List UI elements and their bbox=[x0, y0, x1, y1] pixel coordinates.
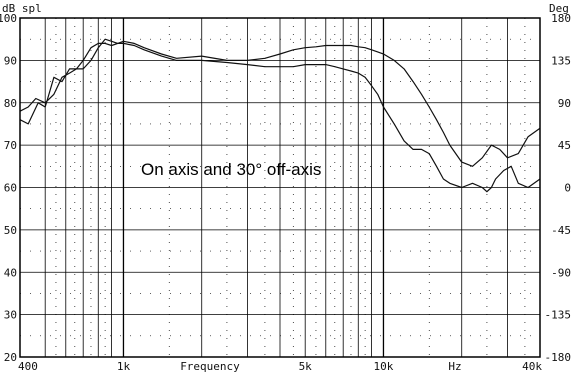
y-left-tick-labels: 20 30 40 50 60 70 80 90 100 bbox=[0, 12, 17, 364]
y-left-tick-label: 30 bbox=[4, 309, 17, 322]
y-left-tick-label: 40 bbox=[4, 266, 17, 279]
y-left-tick-label: 100 bbox=[0, 12, 17, 25]
y-right-tick-label: 135 bbox=[551, 54, 571, 67]
series-group bbox=[19, 38, 541, 193]
x-axis-label: Frequency bbox=[180, 360, 240, 373]
y-right-tick-label: 90 bbox=[558, 97, 571, 110]
y-right-axis-label: Deg bbox=[549, 2, 569, 15]
y-left-tick-label: 80 bbox=[4, 97, 17, 110]
series-line-2 bbox=[19, 38, 541, 193]
x-tick-labels: 400 1k 5k 10k 40k bbox=[18, 360, 542, 373]
plot-frame bbox=[19, 17, 541, 358]
x-tick-label: 40k bbox=[522, 360, 542, 373]
y-right-tick-label: 45 bbox=[558, 139, 571, 152]
series-line-1 bbox=[19, 40, 541, 167]
y-right-tick-label: -135 bbox=[545, 309, 572, 322]
y-left-axis-label: dB spl bbox=[2, 2, 42, 15]
x-tick-label: 10k bbox=[374, 360, 394, 373]
x-tick-label: 400 bbox=[18, 360, 38, 373]
y-right-tick-label: 180 bbox=[551, 12, 571, 25]
chart-annotation: On axis and 30° off-axis bbox=[141, 160, 321, 179]
x-tick-label: 1k bbox=[117, 360, 131, 373]
y-right-tick-label: -180 bbox=[545, 351, 572, 364]
y-right-tick-labels: -180 -135 -90 -45 0 45 90 135 180 bbox=[545, 12, 572, 364]
y-left-tick-label: 70 bbox=[4, 139, 17, 152]
y-left-tick-label: 50 bbox=[4, 224, 17, 237]
y-left-tick-label: 90 bbox=[4, 54, 17, 67]
x-unit-label: Hz bbox=[448, 360, 461, 373]
grid bbox=[20, 18, 540, 357]
y-right-tick-label: 0 bbox=[564, 182, 571, 195]
y-left-tick-label: 20 bbox=[4, 351, 17, 364]
y-left-tick-label: 60 bbox=[4, 182, 17, 195]
y-right-tick-label: -45 bbox=[551, 224, 571, 237]
y-right-tick-label: -90 bbox=[551, 266, 571, 279]
x-tick-label: 5k bbox=[299, 360, 313, 373]
